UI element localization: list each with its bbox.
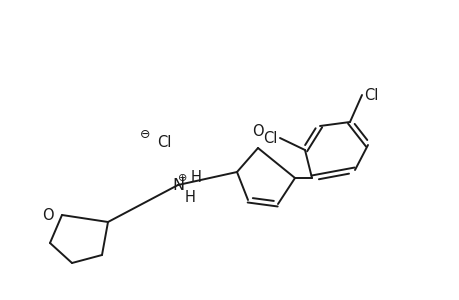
Text: ⊖: ⊖: [140, 128, 150, 140]
Text: O: O: [42, 208, 54, 223]
Text: Cl: Cl: [363, 88, 378, 103]
Text: Cl: Cl: [157, 134, 171, 149]
Text: N: N: [172, 178, 184, 193]
Text: H: H: [184, 190, 195, 206]
Text: O: O: [252, 124, 263, 139]
Text: Cl: Cl: [263, 130, 277, 146]
Text: ⊕: ⊕: [178, 173, 187, 183]
Text: H: H: [190, 170, 201, 185]
